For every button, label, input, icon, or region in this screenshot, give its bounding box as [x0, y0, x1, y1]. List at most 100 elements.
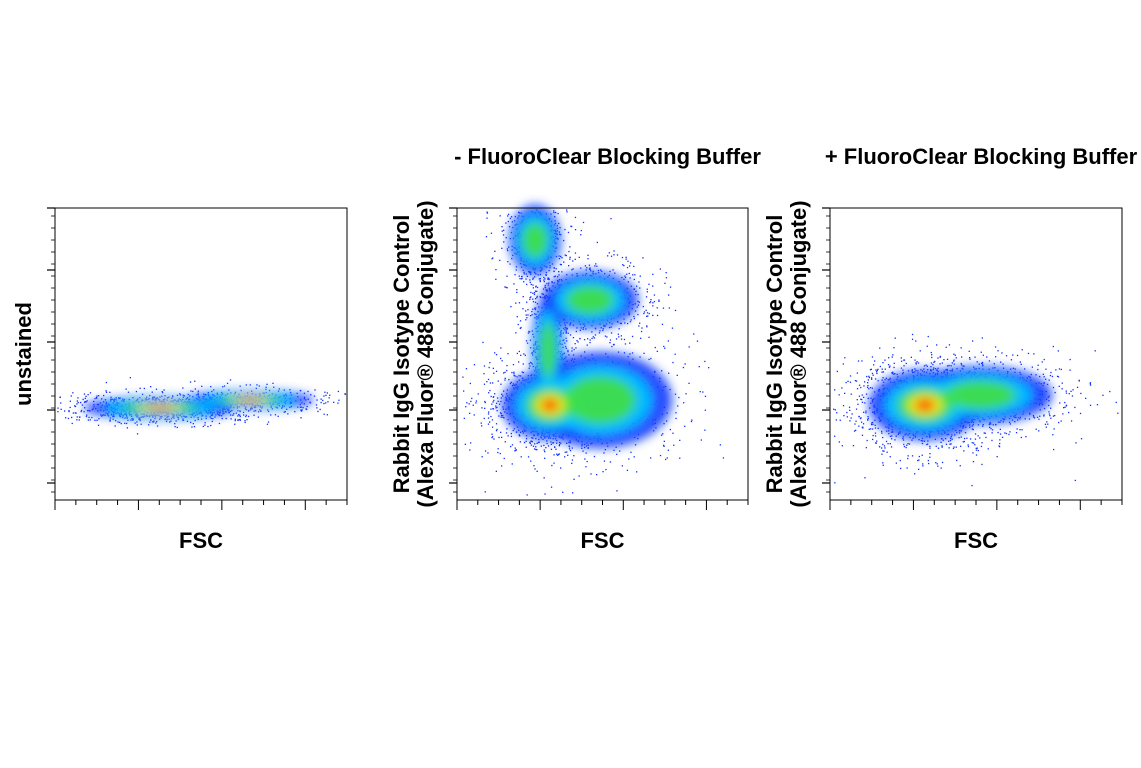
event-dot — [493, 399, 495, 402]
event-dot — [132, 419, 134, 421]
event-dot — [117, 421, 119, 423]
panel-title: - FluoroClear Blocking Buffer — [454, 144, 761, 169]
event-dot — [688, 346, 690, 348]
event-dot — [278, 388, 280, 390]
event-dot — [558, 255, 560, 257]
event-dot — [866, 386, 869, 389]
event-dot — [494, 250, 496, 252]
event-dot — [881, 447, 883, 449]
event-dot — [230, 414, 232, 416]
event-dot — [565, 356, 567, 358]
event-dot — [497, 400, 499, 402]
event-dot — [82, 398, 84, 401]
event-dot — [534, 276, 536, 278]
event-dot — [500, 383, 502, 385]
event-dot — [193, 426, 196, 428]
event-dot — [232, 414, 234, 416]
event-dot — [918, 468, 920, 470]
event-dot — [629, 277, 631, 279]
event-dot — [564, 327, 567, 329]
event-dot — [704, 395, 707, 397]
event-dot — [636, 285, 638, 287]
event-dot — [927, 459, 929, 462]
event-dot — [509, 263, 511, 265]
event-dot — [1062, 413, 1064, 415]
event-dot — [564, 324, 566, 326]
event-dot — [563, 339, 565, 341]
event-dot — [518, 434, 520, 436]
event-dot — [237, 410, 239, 412]
event-dot — [654, 346, 656, 349]
event-dot — [539, 273, 541, 276]
event-dot — [511, 257, 513, 260]
event-dot — [319, 408, 321, 411]
event-dot — [964, 432, 967, 434]
event-dot — [987, 448, 989, 450]
event-dot — [495, 423, 498, 425]
event-dot — [239, 410, 241, 412]
event-dot — [569, 334, 572, 336]
event-dot — [497, 380, 499, 382]
event-dot — [505, 286, 507, 289]
event-dot — [911, 455, 914, 457]
event-dot — [650, 301, 652, 303]
event-dot — [638, 281, 640, 283]
event-dot — [197, 390, 199, 392]
event-dot — [558, 453, 560, 455]
event-dot — [504, 377, 506, 379]
event-dot — [543, 279, 545, 281]
event-dot — [665, 272, 667, 274]
event-dot — [664, 282, 666, 284]
event-dot — [633, 265, 635, 268]
event-dot — [518, 361, 520, 363]
event-dot — [151, 421, 154, 423]
event-dot — [646, 325, 648, 327]
event-dot — [109, 420, 111, 422]
event-dot — [617, 351, 620, 353]
event-dot — [931, 354, 933, 356]
event-dot — [222, 386, 224, 388]
event-dot — [194, 380, 196, 382]
event-dot — [647, 315, 649, 317]
event-dot — [722, 457, 725, 459]
event-dot — [608, 326, 611, 329]
event-dot — [967, 444, 969, 446]
event-dot — [529, 441, 531, 444]
event-dot — [538, 441, 540, 443]
event-dot — [869, 387, 872, 389]
event-dot — [94, 419, 96, 421]
event-dot — [854, 423, 856, 425]
event-dot — [170, 420, 172, 422]
event-dot — [534, 301, 537, 303]
event-dot — [85, 401, 87, 403]
event-dot — [533, 313, 536, 315]
event-dot — [554, 275, 556, 277]
event-dot — [510, 216, 513, 218]
event-dot — [937, 447, 940, 449]
event-dot — [143, 387, 145, 390]
event-dot — [663, 445, 665, 447]
event-dot — [653, 294, 656, 296]
event-dot — [577, 341, 579, 343]
event-dot — [532, 308, 534, 310]
event-dot — [994, 346, 997, 348]
event-dot — [944, 438, 947, 440]
event-dot — [678, 396, 680, 399]
event-dot — [638, 301, 640, 303]
event-dot — [257, 416, 259, 418]
event-dot — [533, 293, 536, 296]
event-dot — [842, 363, 844, 365]
event-dot — [513, 371, 515, 373]
event-dot — [338, 399, 340, 401]
event-dot — [500, 347, 502, 349]
event-dot — [646, 315, 648, 317]
event-dot — [238, 414, 240, 416]
event-dot — [253, 414, 255, 416]
event-dot — [523, 441, 526, 444]
event-dot — [507, 215, 509, 217]
event-dot — [93, 400, 95, 403]
event-dot — [971, 442, 973, 444]
event-dot — [300, 410, 303, 412]
event-dot — [87, 419, 89, 421]
event-dot — [888, 357, 890, 359]
